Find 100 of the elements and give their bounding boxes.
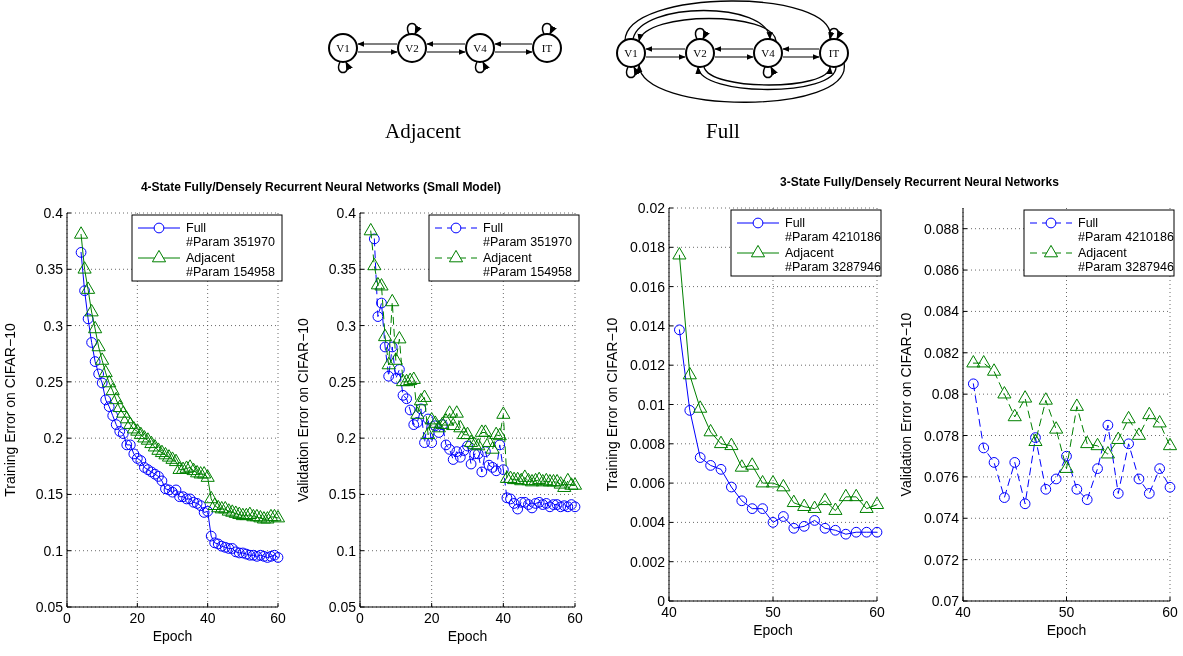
point xyxy=(172,461,187,474)
point xyxy=(966,355,981,368)
point xyxy=(444,444,455,455)
point xyxy=(703,423,718,437)
point xyxy=(562,501,574,513)
point xyxy=(161,449,177,462)
point xyxy=(497,464,509,476)
text: Full xyxy=(706,119,741,143)
point xyxy=(713,435,729,449)
x-tick-label: 20 xyxy=(423,610,440,626)
legend-label: Full #Param 351970 xyxy=(186,221,275,249)
point xyxy=(1030,432,1041,443)
point xyxy=(188,496,199,508)
point xyxy=(170,484,182,496)
point xyxy=(112,399,127,413)
point xyxy=(1142,406,1157,420)
point xyxy=(198,507,210,518)
point xyxy=(107,410,119,421)
point xyxy=(485,441,500,454)
legend-label: Full #Param 351970 xyxy=(483,221,572,249)
point xyxy=(1080,435,1095,449)
point xyxy=(1100,446,1115,459)
point xyxy=(142,464,154,476)
y-tick-label: 0.014 xyxy=(629,317,666,334)
y-tick-label: 0.018 xyxy=(629,239,666,256)
point xyxy=(98,364,113,378)
y-tick-label: 0.25 xyxy=(328,373,357,390)
point xyxy=(244,549,256,561)
point xyxy=(726,481,737,493)
point xyxy=(1121,410,1136,424)
point xyxy=(1049,421,1064,434)
point xyxy=(1164,481,1176,493)
y-tick-label: 0.004 xyxy=(629,514,666,531)
point xyxy=(481,434,497,447)
y-tick-label: 0.076 xyxy=(923,468,960,485)
point xyxy=(105,382,120,396)
point xyxy=(370,276,385,290)
point xyxy=(521,472,536,486)
point xyxy=(746,503,758,515)
point xyxy=(1069,398,1084,411)
legend-label: Adjacent #Param 3287946 xyxy=(1078,246,1174,274)
point xyxy=(869,496,885,510)
point xyxy=(567,477,583,490)
point xyxy=(426,437,438,449)
point xyxy=(1007,408,1022,422)
x-tick-label: 50 xyxy=(765,604,781,620)
point xyxy=(734,459,749,472)
point xyxy=(519,496,531,508)
point xyxy=(109,391,124,405)
point xyxy=(374,278,389,291)
point xyxy=(207,497,222,510)
point xyxy=(1071,483,1083,495)
point xyxy=(181,493,192,505)
y-tick-label: 0.016 xyxy=(629,278,666,295)
point xyxy=(684,405,696,416)
point xyxy=(682,366,697,380)
x-tick-label: 60 xyxy=(270,610,286,626)
point xyxy=(778,511,789,522)
y-axis-title: Validation Error on CIFAR−10 xyxy=(295,317,311,502)
point xyxy=(1081,494,1093,506)
point xyxy=(177,491,189,503)
point xyxy=(82,313,94,325)
x-axis-title: Epoch xyxy=(152,628,193,644)
point xyxy=(736,495,748,507)
point xyxy=(270,509,286,523)
point xyxy=(1059,460,1074,473)
x-axis-title: Epoch xyxy=(753,622,793,638)
point xyxy=(415,403,427,415)
point xyxy=(1092,463,1103,474)
point xyxy=(376,297,387,309)
point xyxy=(797,498,812,511)
point xyxy=(715,463,727,475)
point xyxy=(165,451,180,464)
point xyxy=(88,320,103,334)
point xyxy=(248,549,259,561)
point xyxy=(1028,433,1043,447)
y-tick-label: 0.25 xyxy=(35,373,64,390)
point xyxy=(786,494,801,508)
point xyxy=(1061,450,1072,462)
y-tick-label: 0.008 xyxy=(629,435,666,452)
point xyxy=(483,459,495,471)
point xyxy=(100,394,112,406)
point xyxy=(503,470,518,483)
point xyxy=(103,401,115,412)
point xyxy=(89,356,101,367)
point xyxy=(421,426,436,440)
point xyxy=(123,416,138,429)
point xyxy=(440,439,452,451)
point xyxy=(260,511,275,524)
point xyxy=(446,417,461,431)
legend-label: Adjacent #Param 154958 xyxy=(483,251,572,279)
point xyxy=(490,465,502,477)
point xyxy=(379,341,391,353)
point xyxy=(693,400,708,413)
point xyxy=(997,386,1012,399)
point xyxy=(765,475,781,488)
point xyxy=(256,511,272,524)
point xyxy=(986,363,1002,376)
point xyxy=(79,285,90,297)
point xyxy=(672,247,687,260)
